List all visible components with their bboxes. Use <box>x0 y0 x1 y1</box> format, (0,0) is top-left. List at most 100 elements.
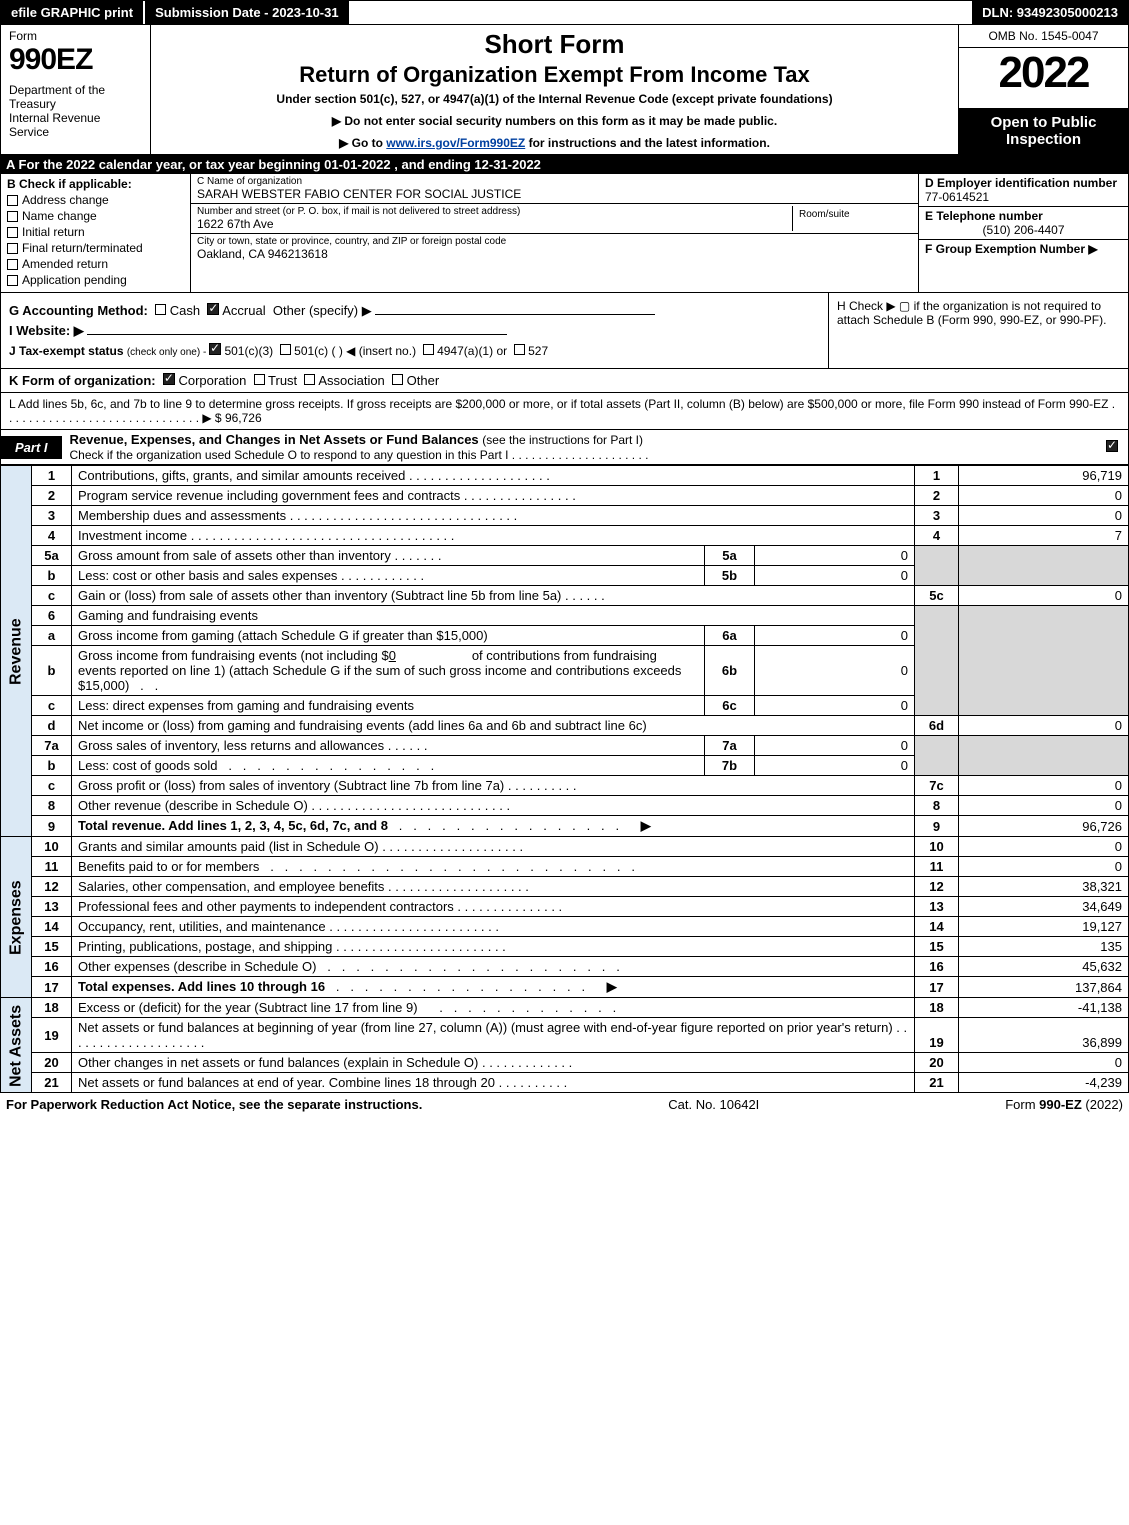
chk-label: Address change <box>22 193 109 207</box>
checkbox-icon[interactable] <box>7 227 18 238</box>
chk-amended-return[interactable]: Amended return <box>7 257 184 271</box>
checkbox-icon[interactable] <box>392 374 403 385</box>
department: Department of the Treasury Internal Reve… <box>9 83 142 139</box>
line-num: 15 <box>32 937 72 957</box>
table-row: 14 Occupancy, rent, utilities, and maint… <box>1 917 1129 937</box>
chk-final-return[interactable]: Final return/terminated <box>7 241 184 255</box>
website-input[interactable] <box>87 334 507 335</box>
inner-val: 0 <box>755 696 915 716</box>
table-row: 2 Program service revenue including gove… <box>1 486 1129 506</box>
i-website: I Website: ▶ <box>9 323 820 339</box>
line-desc: Other expenses (describe in Schedule O) … <box>72 957 915 977</box>
section-cdef: C Name of organization SARAH WEBSTER FAB… <box>191 174 1128 292</box>
checkbox-checked-icon[interactable] <box>209 343 221 355</box>
instr-ssn: ▶ Do not enter social security numbers o… <box>159 114 950 128</box>
line-right-val: 96,726 <box>959 816 1129 837</box>
inner-val: 0 <box>755 546 915 566</box>
checkbox-icon[interactable] <box>514 344 525 355</box>
checkbox-icon[interactable] <box>155 304 166 315</box>
table-row: 9 Total revenue. Add lines 1, 2, 3, 4, 5… <box>1 816 1129 837</box>
chk-address-change[interactable]: Address change <box>7 193 184 207</box>
line-desc: Professional fees and other payments to … <box>72 897 915 917</box>
chk-initial-return[interactable]: Initial return <box>7 225 184 239</box>
g-other: Other (specify) ▶ <box>273 303 372 318</box>
checkbox-icon[interactable] <box>280 344 291 355</box>
table-row: 15 Printing, publications, postage, and … <box>1 937 1129 957</box>
h-check: H Check ▶ ▢ if the organization is not r… <box>828 293 1128 368</box>
line-num: 17 <box>32 977 72 998</box>
checkbox-icon[interactable] <box>423 344 434 355</box>
section-def: D Employer identification number 77-0614… <box>918 174 1128 292</box>
line-right-num: 4 <box>915 526 959 546</box>
part1-sub: Check if the organization used Schedule … <box>70 448 649 462</box>
line-right-num: 18 <box>915 998 959 1018</box>
line-right-num: 19 <box>915 1018 959 1053</box>
g-other-input[interactable] <box>375 314 655 315</box>
checkbox-icon[interactable] <box>7 243 18 254</box>
header-center: Short Form Return of Organization Exempt… <box>151 25 958 154</box>
checkbox-icon[interactable] <box>254 374 265 385</box>
line-right-val: 36,899 <box>959 1018 1129 1053</box>
line-desc: Net assets or fund balances at end of ye… <box>72 1073 915 1093</box>
irs-link[interactable]: www.irs.gov/Form990EZ <box>386 136 525 150</box>
desc-text: Less: cost or other basis and sales expe… <box>78 568 337 583</box>
submission-date: Submission Date - 2023-10-31 <box>143 1 349 24</box>
inner-val: 0 <box>755 756 915 776</box>
table-row: 12 Salaries, other compensation, and emp… <box>1 877 1129 897</box>
checkbox-icon[interactable] <box>7 259 18 270</box>
line-desc: Grants and similar amounts paid (list in… <box>72 837 915 857</box>
shade-cell <box>915 606 959 716</box>
line-num: 11 <box>32 857 72 877</box>
desc-text: Gain or (loss) from sale of assets other… <box>78 588 561 603</box>
line-num: 16 <box>32 957 72 977</box>
line-right-val: 45,632 <box>959 957 1129 977</box>
table-row: 8 Other revenue (describe in Schedule O)… <box>1 796 1129 816</box>
line-right-val: 137,864 <box>959 977 1129 998</box>
part1-title-paren: (see the instructions for Part I) <box>482 433 643 447</box>
checkbox-checked-icon[interactable] <box>163 373 175 385</box>
efile-label[interactable]: efile GRAPHIC print <box>1 1 143 24</box>
inner-num: 5b <box>705 566 755 586</box>
line-desc: Investment income . . . . . . . . . . . … <box>72 526 915 546</box>
checkbox-icon[interactable] <box>7 275 18 286</box>
d-ein: D Employer identification number 77-0614… <box>919 174 1128 207</box>
line-num: 2 <box>32 486 72 506</box>
c-city-row: City or town, state or province, country… <box>191 234 918 292</box>
table-row: 3 Membership dues and assessments . . . … <box>1 506 1129 526</box>
chk-application-pending[interactable]: Application pending <box>7 273 184 287</box>
j-small: (check only one) - <box>127 347 209 358</box>
checkbox-icon[interactable] <box>304 374 315 385</box>
line-desc: Occupancy, rent, utilities, and maintena… <box>72 917 915 937</box>
line-desc: Less: cost of goods sold . . . . . . . .… <box>72 756 705 776</box>
inner-num: 6a <box>705 626 755 646</box>
line-right-num: 10 <box>915 837 959 857</box>
footer-right: Form 990-EZ (2022) <box>1005 1097 1123 1112</box>
table-row: 5a Gross amount from sale of assets othe… <box>1 546 1129 566</box>
desc-text: Less: cost of goods sold <box>78 758 217 773</box>
chk-name-change[interactable]: Name change <box>7 209 184 223</box>
b-label: B Check if applicable: <box>7 177 184 191</box>
checkbox-checked-icon[interactable] <box>207 303 219 315</box>
j-501c3: 501(c)(3) <box>224 344 273 358</box>
line-num: 12 <box>32 877 72 897</box>
ghij-block: G Accounting Method: Cash Accrual Other … <box>0 293 1129 369</box>
desc-text: Investment income <box>78 528 187 543</box>
table-row: 16 Other expenses (describe in Schedule … <box>1 957 1129 977</box>
line-desc: Total revenue. Add lines 1, 2, 3, 4, 5c,… <box>72 816 915 837</box>
checkbox-checked-icon[interactable] <box>1106 440 1118 452</box>
line-num: 1 <box>32 466 72 486</box>
table-row: c Gross profit or (loss) from sales of i… <box>1 776 1129 796</box>
part1-check[interactable] <box>1096 440 1128 455</box>
checkbox-icon[interactable] <box>7 195 18 206</box>
part1-table: Revenue 1 Contributions, gifts, grants, … <box>0 465 1129 1093</box>
desc-text: Other changes in net assets or fund bala… <box>78 1055 478 1070</box>
desc-text: Net assets or fund balances at beginning… <box>78 1020 893 1035</box>
header-right: OMB No. 1545-0047 2022 Open to Public In… <box>958 25 1128 154</box>
desc-text: Professional fees and other payments to … <box>78 899 454 914</box>
revenue-side-label: Revenue <box>1 466 32 837</box>
line-desc: Contributions, gifts, grants, and simila… <box>72 466 915 486</box>
line-desc: Other changes in net assets or fund bala… <box>72 1053 915 1073</box>
section-c: C Name of organization SARAH WEBSTER FAB… <box>191 174 918 292</box>
desc-text: Grants and similar amounts paid (list in… <box>78 839 379 854</box>
checkbox-icon[interactable] <box>7 211 18 222</box>
